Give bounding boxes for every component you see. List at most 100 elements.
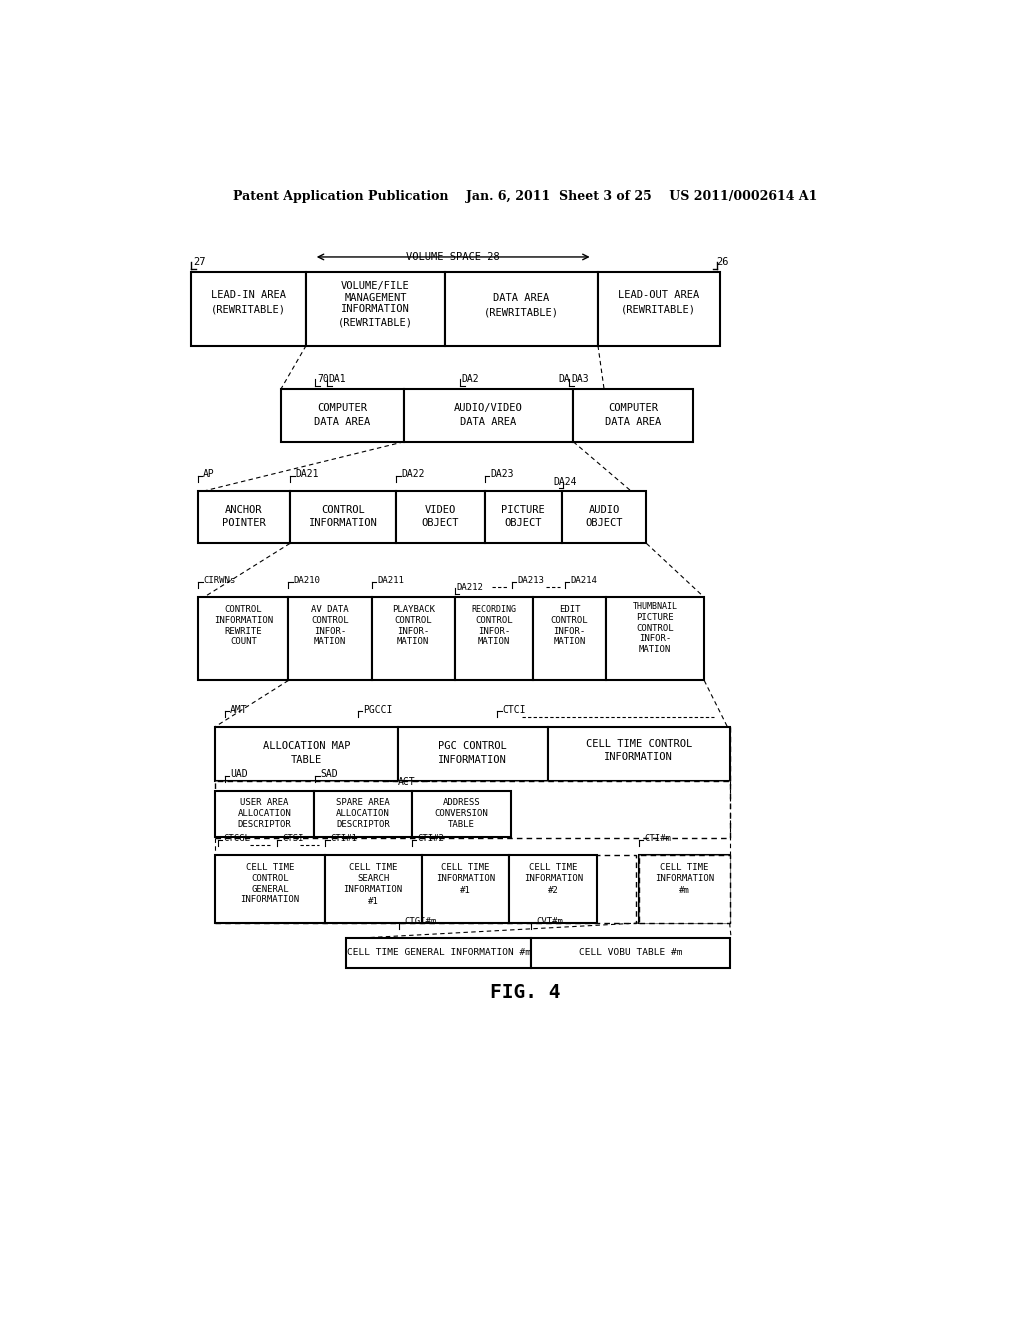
- Bar: [199, 597, 289, 681]
- Text: DATA AREA: DATA AREA: [314, 417, 371, 426]
- Bar: [190, 272, 306, 346]
- Text: POINTER: POINTER: [222, 519, 265, 528]
- Bar: [215, 780, 730, 838]
- Text: DATA AREA: DATA AREA: [461, 417, 517, 426]
- Text: COUNT: COUNT: [230, 638, 257, 647]
- Text: MATION: MATION: [314, 638, 346, 647]
- Text: TABLE: TABLE: [291, 755, 323, 764]
- Bar: [598, 272, 720, 346]
- Text: INFORMATION: INFORMATION: [308, 519, 378, 528]
- Text: CELL TIME: CELL TIME: [246, 863, 294, 873]
- Text: FIG. 4: FIG. 4: [489, 983, 560, 1002]
- Text: DA211: DA211: [377, 576, 403, 585]
- Text: ALLOCATION: ALLOCATION: [238, 809, 292, 818]
- Text: PICTURE: PICTURE: [636, 612, 674, 622]
- Text: SPARE AREA: SPARE AREA: [336, 799, 390, 808]
- Bar: [306, 272, 444, 346]
- Text: AV DATA: AV DATA: [311, 605, 349, 614]
- Bar: [325, 855, 422, 923]
- Bar: [509, 855, 597, 923]
- Text: CONTROL: CONTROL: [636, 623, 674, 632]
- Text: CELL VOBU TABLE #m: CELL VOBU TABLE #m: [579, 948, 682, 957]
- Text: EDIT: EDIT: [559, 605, 581, 614]
- Text: CONTROL: CONTROL: [322, 504, 365, 515]
- Bar: [313, 791, 413, 837]
- Text: (REWRITABLE): (REWRITABLE): [483, 308, 559, 317]
- Text: #m: #m: [679, 886, 689, 895]
- Text: #2: #2: [548, 886, 559, 895]
- Text: SEARCH: SEARCH: [357, 874, 389, 883]
- Bar: [215, 855, 325, 923]
- Bar: [605, 597, 705, 681]
- Text: THUMBNAIL: THUMBNAIL: [633, 602, 678, 611]
- Text: CTGI#m: CTGI#m: [403, 917, 436, 925]
- Text: ALLOCATION: ALLOCATION: [336, 809, 390, 818]
- Bar: [548, 726, 730, 780]
- Text: DATA AREA: DATA AREA: [605, 417, 662, 426]
- Text: MATION: MATION: [639, 645, 671, 655]
- Text: USER AREA: USER AREA: [241, 799, 289, 808]
- Bar: [531, 939, 730, 968]
- Text: REWRITE: REWRITE: [224, 627, 262, 636]
- Text: INFORMATION: INFORMATION: [654, 874, 714, 883]
- Text: INFOR-: INFOR-: [639, 635, 671, 643]
- Text: AUDIO: AUDIO: [589, 504, 620, 515]
- Text: CONTROL: CONTROL: [475, 616, 513, 624]
- Bar: [281, 389, 403, 442]
- Bar: [639, 855, 730, 923]
- Bar: [639, 855, 730, 923]
- Text: PGCCI: PGCCI: [364, 705, 392, 714]
- Text: DA1: DA1: [329, 374, 346, 384]
- Bar: [290, 491, 396, 544]
- Text: INFORMATION: INFORMATION: [341, 305, 410, 314]
- Text: OBJECT: OBJECT: [505, 519, 542, 528]
- Text: CTCGL: CTCGL: [223, 834, 250, 842]
- Text: CELL TIME CONTROL: CELL TIME CONTROL: [586, 739, 692, 748]
- Text: CVT#m: CVT#m: [537, 917, 563, 925]
- Text: CONTROL: CONTROL: [551, 616, 588, 624]
- Bar: [289, 597, 372, 681]
- Text: GENERAL: GENERAL: [251, 884, 289, 894]
- Text: MATION: MATION: [553, 638, 586, 647]
- Text: CELL TIME GENERAL INFORMATION #m: CELL TIME GENERAL INFORMATION #m: [346, 948, 530, 957]
- Bar: [215, 791, 313, 837]
- Text: OBJECT: OBJECT: [422, 519, 459, 528]
- Text: DA24: DA24: [553, 477, 577, 487]
- Text: CONTROL: CONTROL: [224, 605, 262, 614]
- Text: SAD: SAD: [321, 770, 338, 779]
- Text: ACT: ACT: [397, 777, 416, 787]
- Text: INFORMATION: INFORMATION: [436, 874, 495, 883]
- Text: INFORMATION: INFORMATION: [343, 884, 402, 894]
- Bar: [215, 726, 397, 780]
- Text: CELL TIME: CELL TIME: [441, 863, 489, 873]
- Text: VOLUME/FILE: VOLUME/FILE: [341, 281, 410, 292]
- Text: VOLUME SPACE 28: VOLUME SPACE 28: [407, 252, 500, 261]
- Bar: [372, 597, 455, 681]
- Text: INFORMATION: INFORMATION: [523, 874, 583, 883]
- Bar: [484, 491, 562, 544]
- Text: 26: 26: [716, 256, 728, 267]
- Text: DA210: DA210: [294, 576, 321, 585]
- Text: MANAGEMENT: MANAGEMENT: [344, 293, 407, 302]
- Text: CTI#2: CTI#2: [417, 834, 443, 842]
- Text: ALLOCATION MAP: ALLOCATION MAP: [263, 741, 350, 751]
- Text: MATION: MATION: [478, 638, 510, 647]
- Text: ADDRESS: ADDRESS: [442, 799, 480, 808]
- Text: CONVERSION: CONVERSION: [435, 809, 488, 818]
- Text: TABLE: TABLE: [449, 820, 475, 829]
- Text: 27: 27: [194, 256, 206, 267]
- Text: DA2: DA2: [462, 374, 479, 384]
- Bar: [198, 491, 290, 544]
- Text: Patent Application Publication    Jan. 6, 2011  Sheet 3 of 25    US 2011/0002614: Patent Application Publication Jan. 6, 2…: [232, 190, 817, 203]
- Text: DA22: DA22: [401, 469, 425, 479]
- Text: DA214: DA214: [570, 576, 597, 585]
- Text: INFORMATION: INFORMATION: [241, 895, 299, 904]
- Text: ANCHOR: ANCHOR: [225, 504, 262, 515]
- Text: CELL TIME: CELL TIME: [349, 863, 397, 873]
- Text: LEAD-OUT AREA: LEAD-OUT AREA: [618, 290, 699, 301]
- Text: CONTROL: CONTROL: [251, 874, 289, 883]
- Bar: [397, 726, 548, 780]
- Text: CTI#m: CTI#m: [644, 834, 671, 842]
- Bar: [413, 791, 511, 837]
- Text: #1: #1: [460, 886, 471, 895]
